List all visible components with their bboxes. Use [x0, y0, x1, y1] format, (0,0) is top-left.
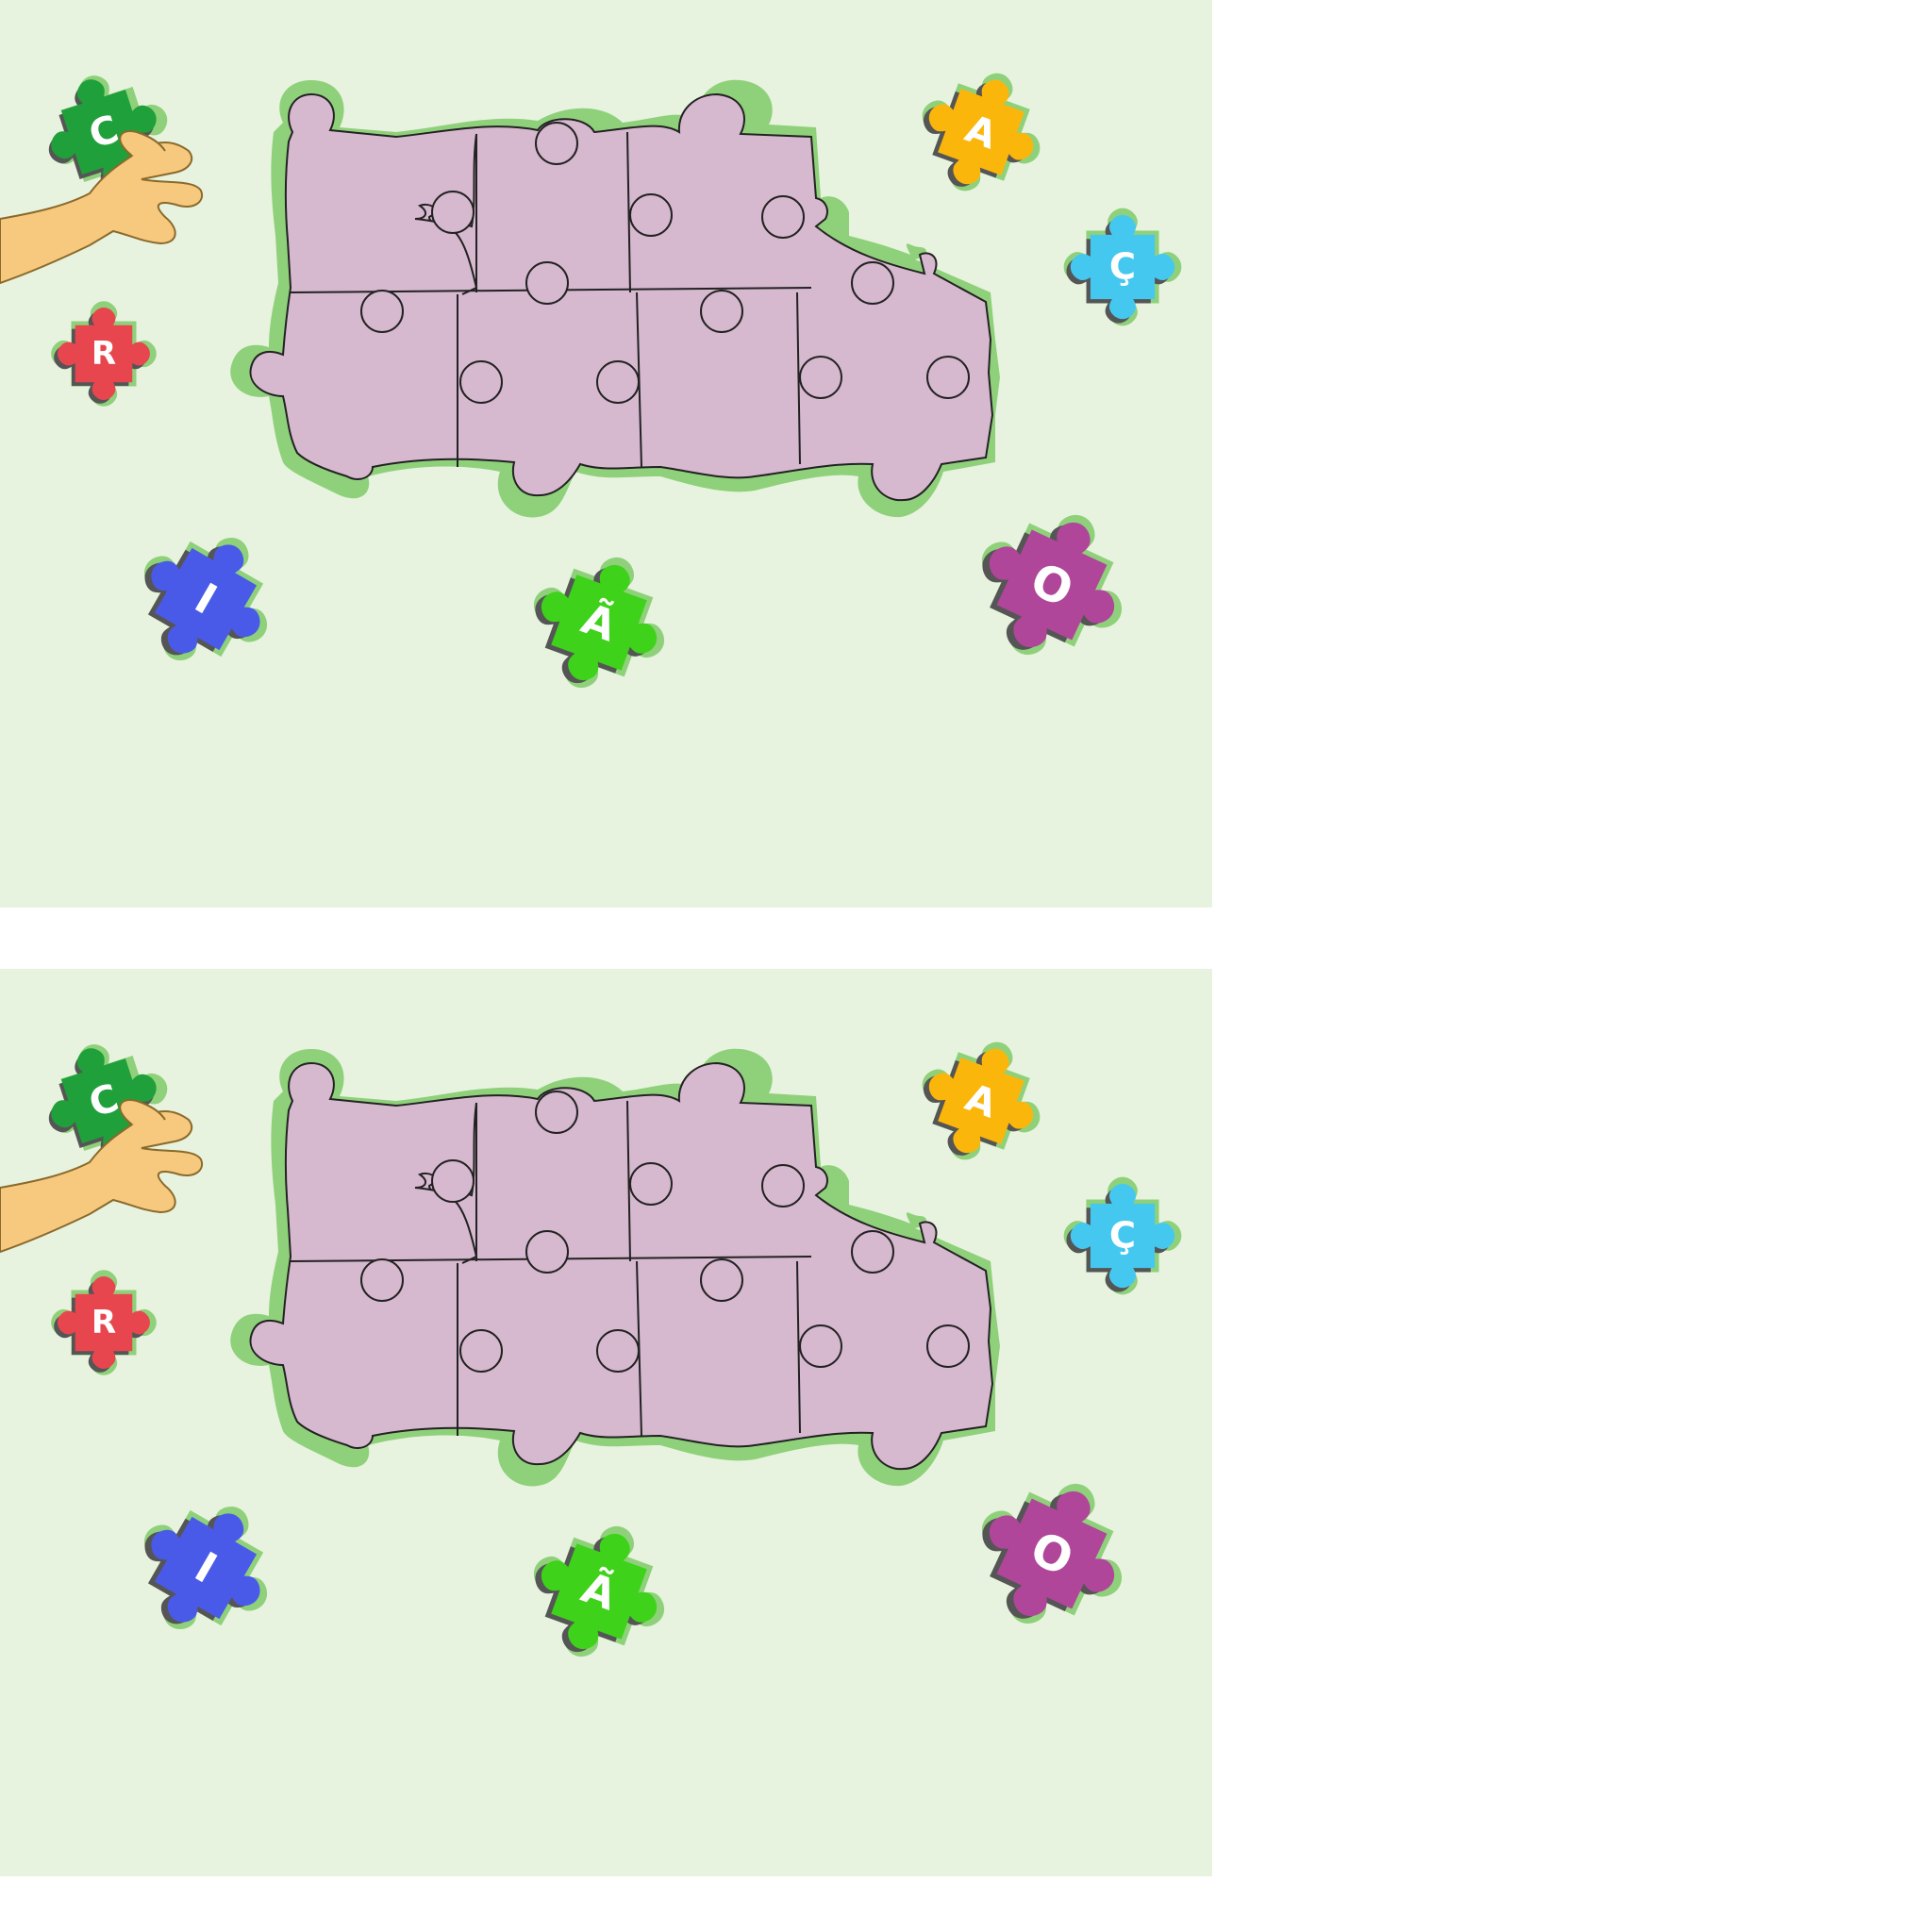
piece-R[interactable]: R: [51, 1270, 157, 1375]
piece-letter: Ç: [1109, 246, 1136, 289]
piece-O[interactable]: O: [952, 1454, 1152, 1654]
piece-R[interactable]: R: [51, 301, 157, 407]
piece-held-C[interactable]: C: [30, 1025, 186, 1181]
piece-C-cedilla[interactable]: Ç: [1063, 1176, 1182, 1295]
piece-A[interactable]: A: [902, 53, 1060, 211]
game-scene: C R I Ã A: [0, 53, 1182, 710]
piece-letter: Ç: [1109, 1215, 1136, 1257]
game-scene: C R I Ã A: [0, 1022, 1182, 1679]
piece-A[interactable]: A: [902, 1022, 1060, 1180]
puzzle-board[interactable]: [229, 78, 1001, 519]
piece-I[interactable]: I: [112, 506, 299, 692]
piece-A-tilde[interactable]: Ã: [511, 1504, 687, 1679]
piece-A-tilde[interactable]: Ã: [511, 535, 687, 710]
puzzle-board[interactable]: [229, 1047, 1001, 1488]
piece-letter: R: [92, 335, 116, 373]
piece-I[interactable]: I: [112, 1474, 299, 1661]
piece-letter: R: [92, 1304, 116, 1341]
piece-held-C[interactable]: C: [30, 57, 186, 212]
puzzle-panel-top: C R I Ã A: [0, 0, 1212, 908]
piece-C-cedilla[interactable]: Ç: [1063, 208, 1182, 326]
piece-O[interactable]: O: [952, 485, 1152, 685]
puzzle-panel-bottom: C R I Ã A: [0, 969, 1212, 1876]
